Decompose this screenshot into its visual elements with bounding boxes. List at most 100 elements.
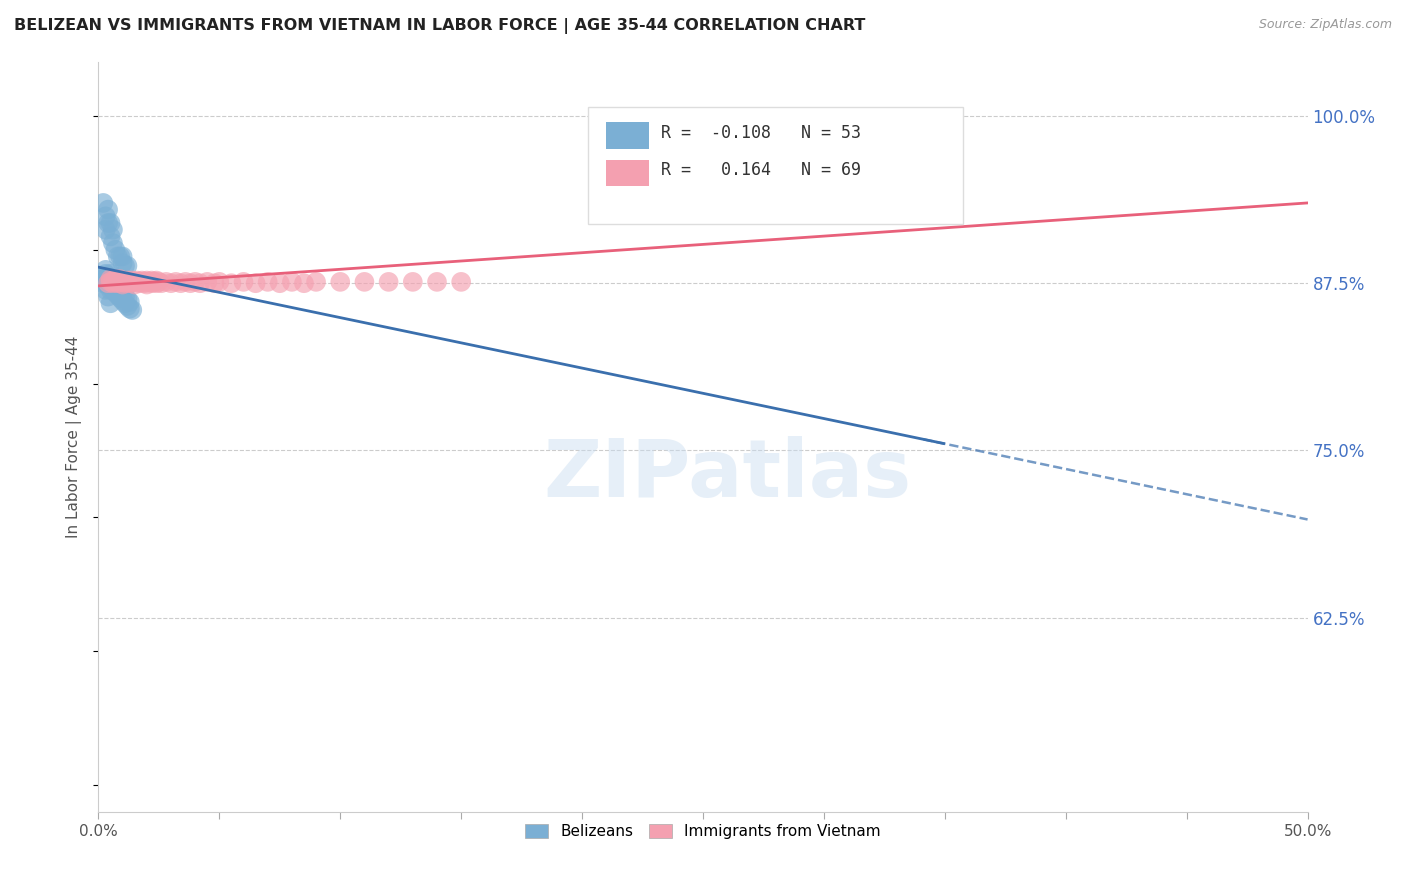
- Point: [269, 277, 291, 291]
- Point: [101, 223, 124, 237]
- Point: [108, 291, 131, 305]
- Point: [97, 202, 120, 217]
- Point: [329, 275, 352, 289]
- Point: [94, 262, 117, 277]
- Point: [143, 275, 166, 289]
- Point: [179, 277, 201, 291]
- Point: [426, 275, 449, 289]
- Point: [107, 250, 129, 264]
- Point: [101, 277, 124, 291]
- Point: [121, 275, 143, 289]
- Point: [97, 277, 120, 291]
- Point: [128, 277, 150, 291]
- Point: [135, 274, 157, 288]
- Point: [141, 274, 163, 288]
- Point: [97, 277, 120, 292]
- Point: [97, 269, 120, 284]
- Point: [100, 229, 122, 244]
- Point: [150, 277, 173, 291]
- Point: [111, 280, 134, 294]
- Point: [91, 269, 114, 284]
- Point: [169, 277, 191, 291]
- Point: [114, 296, 136, 310]
- Point: [305, 275, 328, 289]
- Point: [108, 272, 131, 286]
- Point: [100, 296, 122, 310]
- Point: [117, 299, 139, 313]
- Point: [108, 285, 131, 299]
- Point: [155, 275, 177, 289]
- Text: BELIZEAN VS IMMIGRANTS FROM VIETNAM IN LABOR FORCE | AGE 35-44 CORRELATION CHART: BELIZEAN VS IMMIGRANTS FROM VIETNAM IN L…: [14, 18, 866, 34]
- Point: [100, 283, 122, 297]
- Point: [118, 275, 141, 289]
- Point: [138, 275, 160, 289]
- Point: [204, 277, 226, 291]
- Point: [101, 235, 124, 250]
- Point: [94, 277, 117, 291]
- Point: [100, 272, 122, 286]
- Point: [114, 275, 136, 289]
- Point: [138, 275, 160, 289]
- Point: [124, 277, 146, 292]
- Y-axis label: In Labor Force | Age 35-44: In Labor Force | Age 35-44: [66, 336, 83, 538]
- Point: [124, 275, 146, 289]
- Point: [402, 275, 425, 289]
- Point: [100, 267, 122, 281]
- Point: [117, 259, 139, 273]
- Point: [100, 280, 122, 294]
- Point: [165, 275, 187, 289]
- Point: [377, 275, 399, 289]
- Point: [114, 277, 136, 291]
- Point: [281, 275, 304, 289]
- Point: [121, 274, 143, 288]
- Point: [135, 277, 157, 292]
- Point: [121, 303, 143, 318]
- Point: [232, 275, 254, 289]
- Point: [111, 275, 134, 289]
- Text: ZIPatlas: ZIPatlas: [543, 435, 911, 514]
- Point: [111, 250, 134, 264]
- Point: [188, 277, 211, 291]
- Point: [111, 287, 134, 301]
- Point: [208, 275, 231, 289]
- Point: [195, 275, 218, 289]
- Point: [131, 275, 153, 289]
- Legend: Belizeans, Immigrants from Vietnam: Belizeans, Immigrants from Vietnam: [519, 818, 887, 846]
- Point: [97, 216, 120, 230]
- Point: [91, 196, 114, 211]
- FancyBboxPatch shape: [588, 107, 963, 224]
- Point: [97, 277, 120, 291]
- Point: [101, 283, 124, 297]
- Point: [256, 275, 278, 289]
- Point: [111, 274, 134, 288]
- Point: [91, 277, 114, 291]
- Point: [145, 274, 167, 288]
- Point: [101, 277, 124, 291]
- Text: R =  -0.108   N = 53: R = -0.108 N = 53: [661, 124, 860, 142]
- Point: [292, 277, 315, 291]
- Point: [143, 275, 166, 289]
- Point: [108, 275, 131, 289]
- Point: [221, 277, 243, 291]
- Point: [94, 209, 117, 223]
- Point: [91, 272, 114, 286]
- Point: [141, 277, 163, 291]
- Point: [104, 272, 127, 286]
- Point: [128, 275, 150, 289]
- Point: [160, 277, 183, 291]
- Point: [117, 275, 139, 289]
- Point: [97, 290, 120, 304]
- Point: [104, 243, 127, 257]
- Point: [100, 277, 122, 291]
- Point: [104, 285, 127, 300]
- Point: [145, 277, 167, 291]
- Point: [100, 216, 122, 230]
- Point: [134, 275, 156, 289]
- Point: [127, 275, 149, 289]
- Point: [94, 275, 117, 289]
- Text: R =   0.164   N = 69: R = 0.164 N = 69: [661, 161, 860, 179]
- Point: [127, 274, 149, 288]
- Point: [101, 274, 124, 288]
- Point: [450, 275, 472, 289]
- Point: [100, 274, 122, 288]
